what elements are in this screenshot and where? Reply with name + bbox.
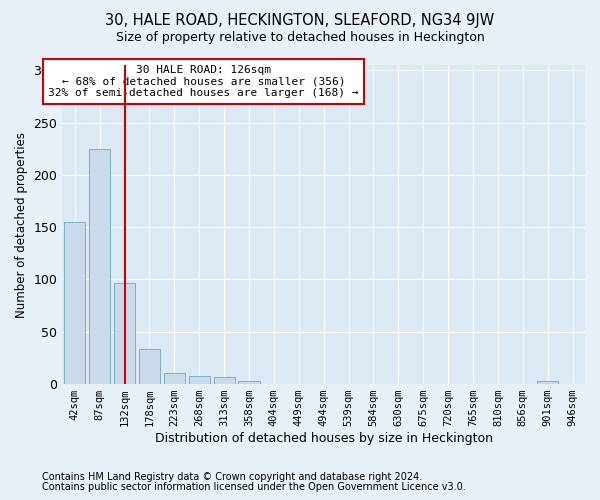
Y-axis label: Number of detached properties: Number of detached properties <box>15 132 28 318</box>
Bar <box>89 148 110 384</box>
Bar <box>214 377 235 384</box>
Bar <box>114 282 135 384</box>
Bar <box>139 348 160 384</box>
Bar <box>188 376 210 384</box>
Bar <box>164 372 185 384</box>
Bar <box>537 381 558 384</box>
Text: Size of property relative to detached houses in Heckington: Size of property relative to detached ho… <box>116 31 484 44</box>
Text: 30 HALE ROAD: 126sqm
← 68% of detached houses are smaller (356)
32% of semi-deta: 30 HALE ROAD: 126sqm ← 68% of detached h… <box>48 65 359 98</box>
X-axis label: Distribution of detached houses by size in Heckington: Distribution of detached houses by size … <box>155 432 493 445</box>
Text: Contains public sector information licensed under the Open Government Licence v3: Contains public sector information licen… <box>42 482 466 492</box>
Bar <box>64 222 85 384</box>
Text: 30, HALE ROAD, HECKINGTON, SLEAFORD, NG34 9JW: 30, HALE ROAD, HECKINGTON, SLEAFORD, NG3… <box>106 12 494 28</box>
Text: Contains HM Land Registry data © Crown copyright and database right 2024.: Contains HM Land Registry data © Crown c… <box>42 472 422 482</box>
Bar <box>238 381 260 384</box>
